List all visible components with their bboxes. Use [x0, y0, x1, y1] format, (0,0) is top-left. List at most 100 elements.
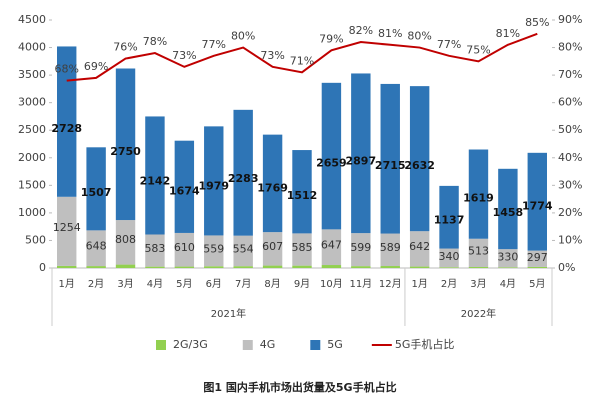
bar-segment — [145, 116, 165, 235]
line-label: 68% — [54, 63, 78, 76]
data-label: 1137 — [434, 213, 465, 226]
y-tick-label: 3000 — [18, 96, 46, 109]
line-label: 81% — [496, 27, 520, 40]
bar-segment — [86, 147, 106, 231]
y2-tick-label: 30% — [558, 178, 582, 191]
data-label: 554 — [233, 242, 254, 255]
x-tick-label: 2月 — [441, 278, 457, 290]
bar-segment — [439, 248, 459, 268]
data-label: 610 — [174, 241, 195, 254]
y2-tick-label: 80% — [558, 41, 582, 54]
bar-segment — [468, 267, 489, 268]
data-label: 2897 — [346, 154, 377, 167]
data-label: 642 — [409, 240, 430, 253]
bar-segment — [57, 196, 77, 266]
bar-segment — [57, 265, 77, 268]
legend-label: 5G — [327, 338, 343, 351]
y-tick-label: 1000 — [18, 206, 46, 219]
line-label: 73% — [260, 49, 284, 62]
y2-tick-label: 40% — [558, 151, 582, 164]
bar-segment — [204, 235, 224, 267]
data-label: 1512 — [287, 189, 318, 202]
line-label: 76% — [113, 41, 137, 54]
y-tick-label: 2500 — [18, 123, 46, 136]
data-label: 647 — [321, 238, 342, 251]
line-label: 79% — [319, 32, 343, 45]
x-tick-label: 12月 — [379, 278, 402, 290]
line-label: 81% — [378, 27, 402, 40]
legend-swatch — [310, 340, 321, 350]
bar-segment — [439, 185, 459, 249]
bar-segment — [351, 266, 371, 268]
x-tick-label: 5月 — [529, 278, 545, 290]
bar-segment — [174, 232, 195, 267]
x-tick-label: 9月 — [294, 278, 310, 290]
line-label: 80% — [407, 30, 431, 43]
x-tick-label: 4月 — [500, 278, 516, 290]
bar-segment — [174, 140, 195, 233]
bar-segment — [351, 233, 371, 267]
x-tick-label: 1月 — [59, 278, 75, 290]
bar-segment — [145, 234, 165, 267]
y2-tick-label: 90% — [558, 13, 582, 26]
y2-tick-label: 0% — [558, 261, 575, 274]
y2-tick-label: 50% — [558, 123, 582, 136]
data-label: 1979 — [198, 179, 229, 192]
line-label: 77% — [202, 38, 226, 51]
data-label: 1458 — [493, 206, 524, 219]
bar-segment — [115, 68, 136, 221]
bar-segment — [174, 266, 195, 268]
bar-segment — [380, 266, 400, 268]
y-tick-label: 1500 — [18, 178, 46, 191]
legend-swatch — [156, 340, 166, 350]
y-tick-label: 2000 — [18, 151, 46, 164]
bar-segment — [115, 220, 136, 265]
bar-segment — [292, 265, 312, 268]
legend-label: 5G手机占比 — [395, 337, 455, 351]
bar-segment — [145, 266, 165, 268]
line-label: 80% — [231, 30, 255, 43]
bar-segment — [57, 46, 77, 197]
bar-segment — [86, 266, 106, 268]
bar-segment — [409, 86, 430, 232]
data-label: 297 — [527, 251, 548, 264]
data-label: 1674 — [169, 184, 200, 197]
y-tick-label: 3500 — [18, 68, 46, 81]
data-label: 589 — [380, 241, 401, 254]
group-label: 2021年 — [211, 307, 246, 320]
x-tick-label: 3月 — [470, 278, 486, 290]
bar-segment — [204, 266, 224, 268]
bar-segment — [233, 266, 253, 268]
legend-label: 2G/3G — [173, 338, 208, 351]
caption: 图1 国内手机市场出货量及5G手机占比 — [203, 380, 396, 394]
bar-segment — [380, 233, 400, 267]
data-label: 1774 — [522, 200, 553, 213]
data-label: 2283 — [228, 172, 259, 185]
bar-segment — [233, 109, 253, 236]
bar-segment — [351, 73, 371, 234]
data-label: 1507 — [81, 186, 112, 199]
line-label: 78% — [143, 35, 167, 48]
line-label: 73% — [172, 49, 196, 62]
group-label: 2022年 — [461, 307, 496, 320]
data-label: 583 — [144, 242, 165, 255]
y-tick-label: 0 — [39, 261, 46, 274]
bar-segment — [409, 266, 430, 268]
x-tick-label: 4月 — [147, 278, 163, 290]
bar-segment — [498, 168, 518, 250]
legend-label: 4G — [260, 338, 276, 351]
data-label: 2715 — [375, 159, 406, 172]
bar-segment — [86, 230, 106, 267]
data-label: 340 — [439, 250, 460, 263]
y2-tick-label: 10% — [558, 233, 582, 246]
data-label: 599 — [350, 241, 371, 254]
data-label: 1254 — [53, 221, 81, 234]
bar-segment — [292, 150, 312, 234]
data-label: 2750 — [110, 145, 141, 158]
data-label: 330 — [497, 250, 518, 263]
x-tick-label: 8月 — [264, 278, 280, 290]
x-tick-label: 3月 — [117, 278, 133, 290]
x-tick-label: 7月 — [235, 278, 251, 290]
x-tick-label: 1月 — [411, 278, 427, 290]
